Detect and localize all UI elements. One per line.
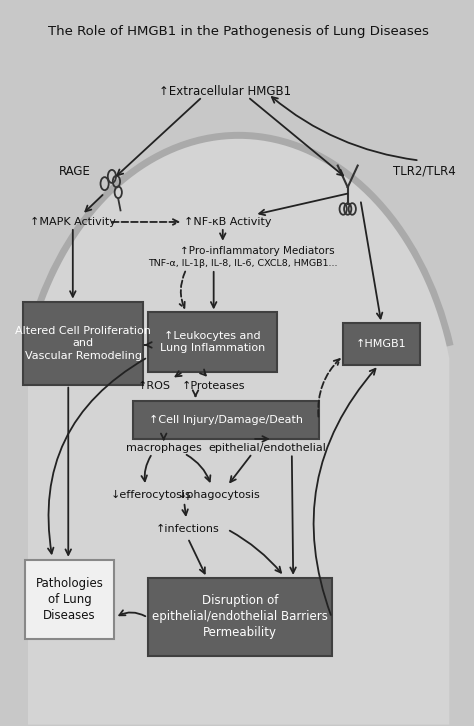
Polygon shape xyxy=(28,139,449,725)
Text: ↑MAPK Activity: ↑MAPK Activity xyxy=(30,217,116,227)
Text: The Role of HMGB1 in the Pathogenesis of Lung Diseases: The Role of HMGB1 in the Pathogenesis of… xyxy=(48,25,429,38)
Text: Disruption of
epithelial/endothelial Barriers
Permeability: Disruption of epithelial/endothelial Bar… xyxy=(152,595,328,640)
Text: Pathologies
of Lung
Diseases: Pathologies of Lung Diseases xyxy=(36,577,103,622)
Text: epithelial/endothelial: epithelial/endothelial xyxy=(209,444,326,453)
Text: ↑HMGB1: ↑HMGB1 xyxy=(356,339,407,349)
Text: Altered Cell Proliferation
and
Vascular Remodeling: Altered Cell Proliferation and Vascular … xyxy=(15,326,151,361)
Text: ↓phagocytosis: ↓phagocytosis xyxy=(178,489,261,499)
Text: ↑Leukocytes and
Lung Inflammation: ↑Leukocytes and Lung Inflammation xyxy=(160,331,265,354)
Text: ↑infections: ↑infections xyxy=(156,524,219,534)
Text: ↑Extracellular HMGB1: ↑Extracellular HMGB1 xyxy=(159,85,291,98)
Text: ↑Proteases: ↑Proteases xyxy=(182,381,246,391)
FancyBboxPatch shape xyxy=(25,560,114,640)
Text: TNF-α, IL-1β, IL-8, IL-6, CXCL8, HMGB1...: TNF-α, IL-1β, IL-8, IL-6, CXCL8, HMGB1..… xyxy=(148,258,337,268)
FancyBboxPatch shape xyxy=(343,323,419,365)
Text: ↑ROS: ↑ROS xyxy=(138,381,171,391)
Text: ↓efferocytosis: ↓efferocytosis xyxy=(110,489,191,499)
FancyBboxPatch shape xyxy=(148,578,332,656)
Text: ↑Cell Injury/Damage/Death: ↑Cell Injury/Damage/Death xyxy=(149,415,303,425)
Text: TLR2/TLR4: TLR2/TLR4 xyxy=(393,165,456,178)
Text: macrophages: macrophages xyxy=(126,444,201,453)
Text: RAGE: RAGE xyxy=(59,165,91,178)
FancyBboxPatch shape xyxy=(23,301,143,385)
Text: ↑Pro-inflammatory Mediators: ↑Pro-inflammatory Mediators xyxy=(180,246,334,256)
Text: ↑NF-κB Activity: ↑NF-κB Activity xyxy=(184,217,272,227)
FancyBboxPatch shape xyxy=(133,401,319,439)
FancyBboxPatch shape xyxy=(148,312,277,372)
